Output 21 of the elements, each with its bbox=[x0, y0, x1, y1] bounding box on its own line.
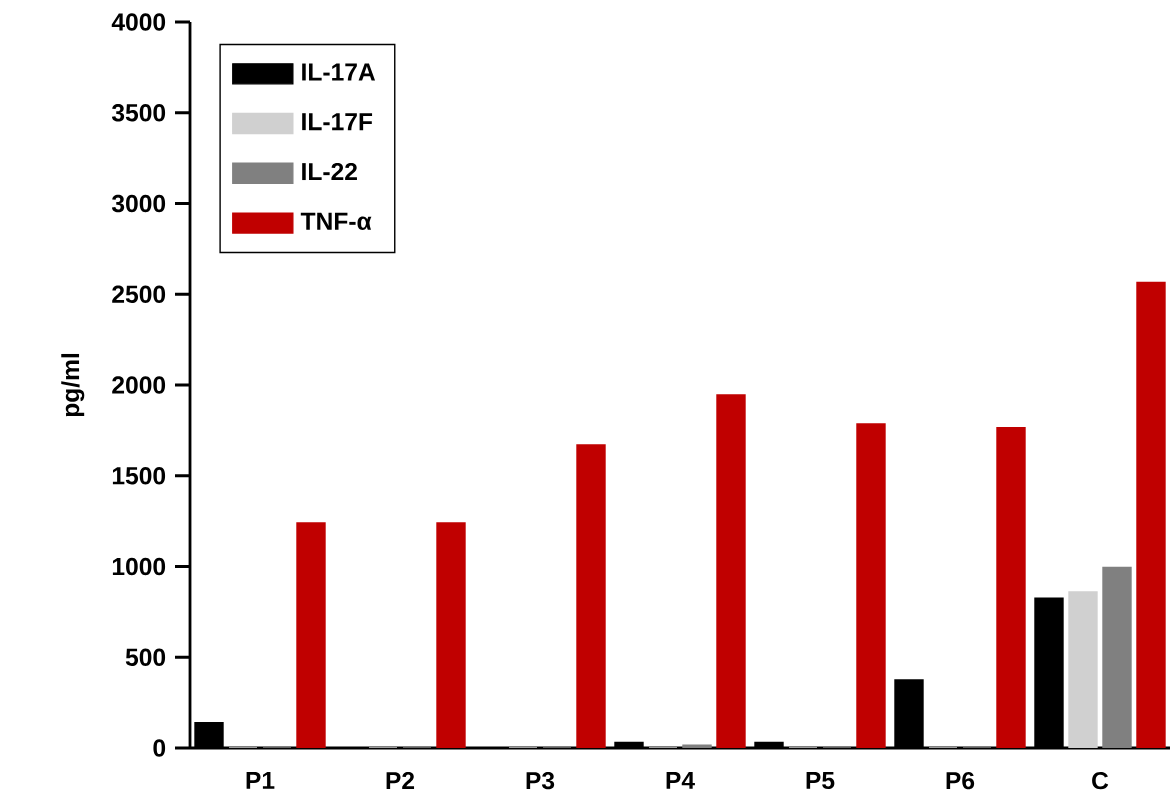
y-tick-label: 1500 bbox=[112, 467, 166, 485]
x-tick-label: P1 bbox=[246, 771, 275, 789]
y-tick-label: 4000 bbox=[111, 13, 166, 31]
x-tick-label: P2 bbox=[386, 771, 415, 790]
legend-label: TNF-α bbox=[300, 212, 372, 230]
y-tick-label: 3500 bbox=[111, 104, 166, 122]
y-tick-label: 500 bbox=[125, 648, 166, 666]
legend-label: IL-17A bbox=[302, 63, 376, 81]
y-axis-title: pg/ml bbox=[61, 353, 85, 417]
y-tick-label: 1000 bbox=[112, 557, 166, 576]
x-tick-label: C bbox=[1092, 771, 1109, 790]
x-tick-label: P5 bbox=[806, 771, 835, 790]
x-tick-label: P3 bbox=[526, 771, 555, 790]
x-tick-label: P6 bbox=[946, 771, 975, 790]
y-tick-label: 2000 bbox=[112, 376, 166, 394]
x-tick-label: P4 bbox=[666, 771, 695, 789]
legend-label: IL-17F bbox=[302, 113, 373, 131]
y-tick-label: 0 bbox=[153, 739, 166, 757]
y-tick-label: 3000 bbox=[111, 194, 166, 213]
legend-label: IL-22 bbox=[302, 162, 357, 181]
y-tick-label: 2500 bbox=[112, 285, 166, 303]
